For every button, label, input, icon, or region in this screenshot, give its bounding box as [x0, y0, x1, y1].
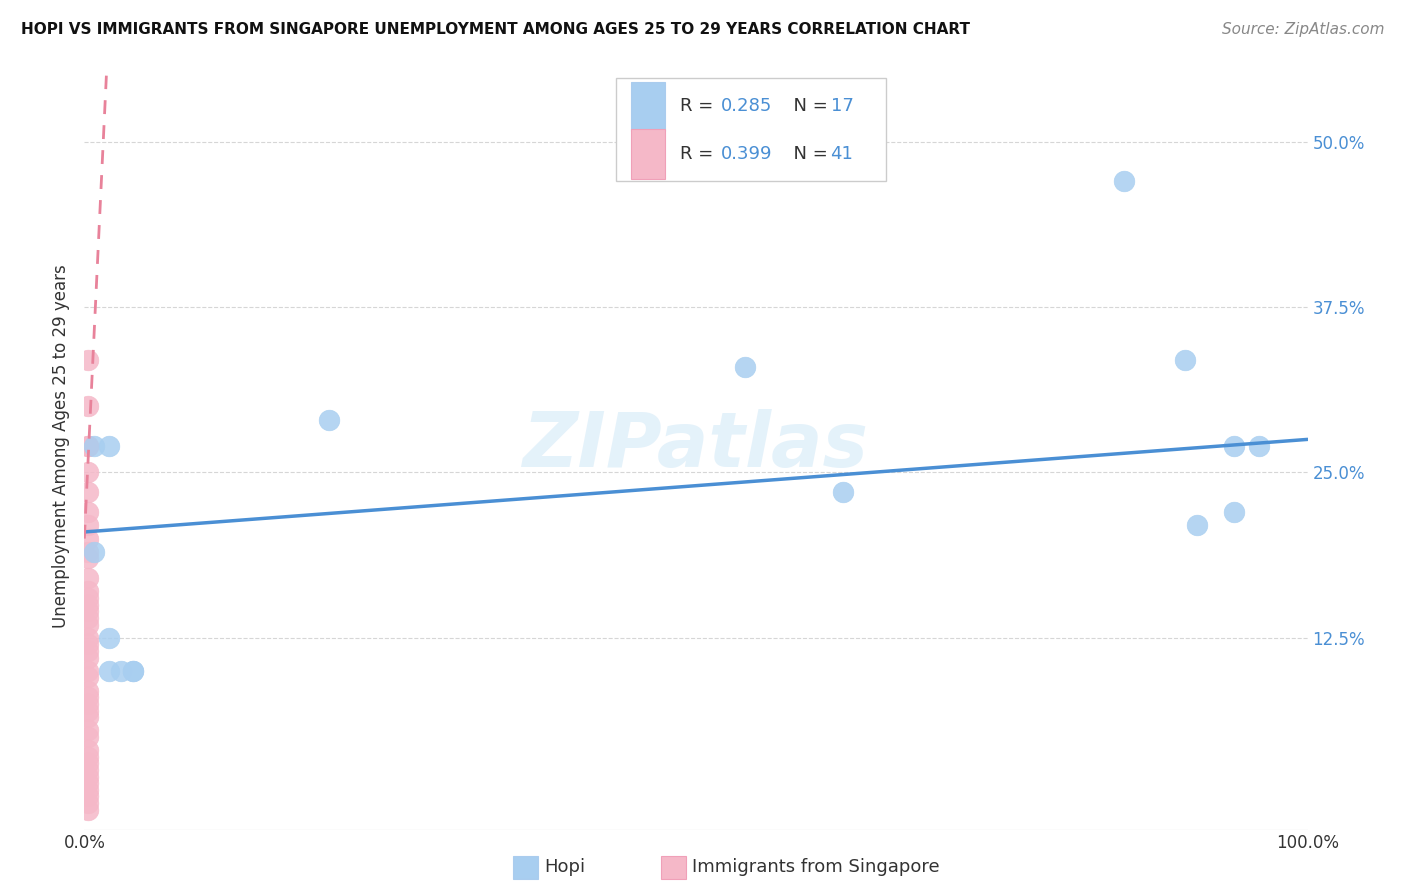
Point — [77, 439, 100, 453]
Text: N =: N = — [782, 97, 834, 115]
Point — [77, 591, 100, 606]
Point — [77, 571, 100, 585]
Point — [1174, 353, 1197, 368]
Point — [77, 803, 100, 817]
Point — [77, 770, 100, 784]
Text: 0.399: 0.399 — [720, 145, 772, 162]
Text: Hopi: Hopi — [544, 858, 585, 876]
Text: Source: ZipAtlas.com: Source: ZipAtlas.com — [1222, 22, 1385, 37]
Point — [77, 617, 100, 632]
Point — [77, 598, 100, 612]
Point — [1247, 439, 1270, 453]
Point — [83, 439, 105, 453]
Text: R =: R = — [681, 145, 718, 162]
Bar — [631, 129, 665, 179]
Point — [122, 664, 145, 678]
Point — [97, 439, 120, 453]
Point — [318, 412, 340, 426]
Text: 41: 41 — [831, 145, 853, 162]
Bar — [631, 81, 665, 131]
Point — [77, 611, 100, 625]
Point — [77, 644, 100, 658]
Point — [77, 723, 100, 738]
Point — [77, 783, 100, 797]
Point — [77, 604, 100, 618]
Point — [110, 664, 132, 678]
Point — [77, 664, 100, 678]
Point — [1223, 439, 1246, 453]
Point — [77, 353, 100, 368]
Point — [97, 664, 120, 678]
Point — [77, 743, 100, 757]
Point — [77, 637, 100, 651]
Point — [77, 756, 100, 771]
Point — [77, 683, 100, 698]
Point — [77, 400, 100, 414]
Y-axis label: Unemployment Among Ages 25 to 29 years: Unemployment Among Ages 25 to 29 years — [52, 264, 70, 628]
Point — [1223, 505, 1246, 519]
Point — [122, 664, 145, 678]
Point — [77, 670, 100, 684]
Point — [77, 697, 100, 711]
Point — [77, 710, 100, 724]
Point — [77, 545, 100, 559]
Point — [77, 584, 100, 599]
Point — [734, 359, 756, 374]
Point — [831, 485, 853, 500]
Point — [77, 789, 100, 804]
Point — [77, 505, 100, 519]
Point — [77, 631, 100, 645]
Text: Immigrants from Singapore: Immigrants from Singapore — [692, 858, 939, 876]
Point — [77, 796, 100, 810]
Point — [77, 650, 100, 665]
Point — [77, 466, 100, 480]
Point — [77, 690, 100, 705]
Point — [77, 518, 100, 533]
Text: 17: 17 — [831, 97, 853, 115]
Point — [77, 532, 100, 546]
Point — [77, 749, 100, 764]
Text: N =: N = — [782, 145, 834, 162]
Text: R =: R = — [681, 97, 718, 115]
Point — [77, 485, 100, 500]
Point — [1187, 518, 1209, 533]
Point — [83, 545, 105, 559]
Point — [77, 763, 100, 777]
Point — [77, 730, 100, 744]
Point — [1114, 174, 1136, 188]
Point — [97, 631, 120, 645]
Point — [77, 704, 100, 718]
Text: 0.285: 0.285 — [720, 97, 772, 115]
Bar — [616, 78, 886, 181]
Point — [77, 439, 100, 453]
Point — [77, 776, 100, 790]
Point — [77, 551, 100, 566]
Text: HOPI VS IMMIGRANTS FROM SINGAPORE UNEMPLOYMENT AMONG AGES 25 TO 29 YEARS CORRELA: HOPI VS IMMIGRANTS FROM SINGAPORE UNEMPL… — [21, 22, 970, 37]
Text: ZIPatlas: ZIPatlas — [523, 409, 869, 483]
